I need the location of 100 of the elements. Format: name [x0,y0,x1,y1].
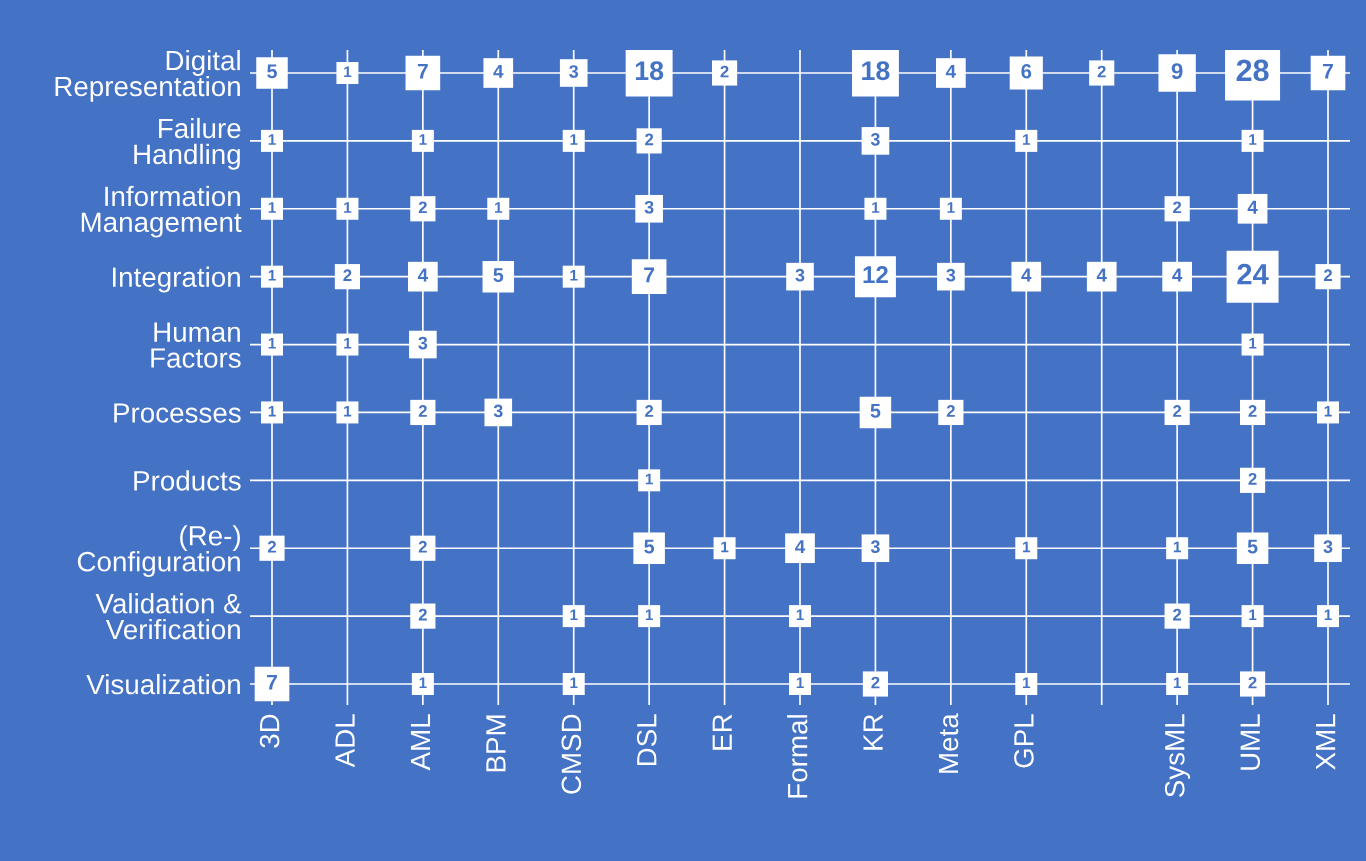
x-tick-label: XML [1316,714,1336,770]
data-label: 1 [645,609,653,621]
data-label: 2 [1173,608,1182,621]
x-tick-label: Meta [938,713,959,773]
data-label: 1 [1173,677,1181,688]
y-tick-label: Failure Handling [134,117,241,170]
data-label: 5 [870,404,881,418]
data-label: 1 [570,270,578,281]
data-label: 4 [1021,268,1032,282]
data-label: 5 [644,539,655,554]
data-label: 4 [1172,268,1183,282]
data-label: 24 [1237,263,1269,285]
data-label: 1 [495,202,503,213]
data-label: 1 [344,338,352,349]
data-label: 1 [419,677,427,688]
y-tick-label: Digital Representation [55,49,240,102]
data-label: 28 [1236,59,1269,82]
data-label: 3 [870,540,880,554]
data-label: 1 [1249,609,1257,621]
x-tick-label: KR [863,714,883,750]
data-label: 3 [1323,540,1333,554]
y-tick-label: Integration [112,266,240,293]
data-label: 1 [419,134,427,145]
y-tick-label: Visualization [86,673,240,695]
data-label: 2 [1248,472,1257,485]
data-label: 5 [267,64,277,79]
data-label: 4 [1247,200,1258,214]
y-tick-label: (Re-) Configuration [77,525,240,577]
y-tick-label: Information Management [81,185,242,238]
data-label: 1 [570,677,578,688]
data-label: 2 [946,405,955,417]
data-label: 1 [645,473,653,485]
data-label: 18 [635,61,664,81]
data-label: 1 [872,202,880,213]
x-tick-label: 3D [259,714,280,748]
data-label: 7 [417,63,428,79]
y-tick-label: Processes [114,403,241,423]
data-label: 7 [644,267,655,283]
x-tick-label: UML [1240,714,1261,770]
data-label: 1 [268,270,276,281]
data-label: 3 [418,336,428,350]
data-label: 4 [795,540,806,554]
data-label: 2 [645,405,654,417]
data-label: 3 [870,133,880,146]
data-label: 1 [1023,134,1031,145]
data-label: 2 [418,540,427,553]
data-label: 1 [1023,677,1031,688]
data-label: 1 [1249,134,1257,145]
data-label: 1 [268,134,276,145]
data-label: 12 [863,266,888,283]
data-label: 1 [796,677,804,688]
data-label: 2 [871,676,880,689]
data-label: 1 [344,405,352,417]
data-label: 1 [947,202,955,213]
data-label: 1 [1249,338,1257,349]
data-label: 1 [1023,541,1031,553]
data-label: 1 [1324,405,1332,417]
data-label: 5 [1247,539,1258,554]
data-label: 2 [418,405,427,417]
data-label: 2 [1097,65,1106,78]
data-label: 2 [1248,676,1257,689]
data-label: 1 [344,202,352,213]
data-label: 4 [1096,268,1107,282]
data-label: 3 [493,404,503,418]
x-tick-label: GPL [1014,714,1034,768]
x-tick-label: AML [410,714,431,771]
data-label: 1 [268,338,276,349]
data-label: 6 [1021,64,1032,79]
x-tick-label: ADL [335,714,355,768]
x-tick-label: CMSD [561,714,582,794]
data-label: 1 [344,66,352,77]
x-tick-label: DSL [636,714,657,766]
data-label: 3 [569,65,579,78]
y-tick-label: Human Factors [151,322,241,368]
data-label: 2 [1173,405,1182,417]
x-tick-label: ER [712,714,732,750]
data-label: 1 [268,202,276,213]
data-label: 1 [1173,541,1181,553]
data-label: 2 [1323,269,1332,281]
data-label: 3 [946,268,956,282]
data-label: 3 [644,200,654,214]
x-tick-label: Formal [787,715,808,798]
data-label: 2 [1173,201,1182,214]
data-label: 5 [493,268,504,282]
data-label: 18 [862,61,890,81]
data-label: 2 [418,201,427,214]
data-label: 1 [721,541,729,553]
data-label: 4 [945,64,956,78]
data-label: 1 [268,405,276,417]
data-label: 2 [343,269,352,281]
data-label: 7 [1323,63,1333,79]
x-tick-label: SysML [1164,714,1191,797]
data-label: 2 [418,608,427,621]
data-label: 2 [720,65,729,78]
data-label: 1 [570,609,578,621]
data-label: 4 [417,268,428,282]
data-label: 9 [1171,63,1183,80]
data-label: 2 [645,133,654,146]
data-label: 1 [1324,609,1332,621]
data-label: 1 [796,609,804,621]
